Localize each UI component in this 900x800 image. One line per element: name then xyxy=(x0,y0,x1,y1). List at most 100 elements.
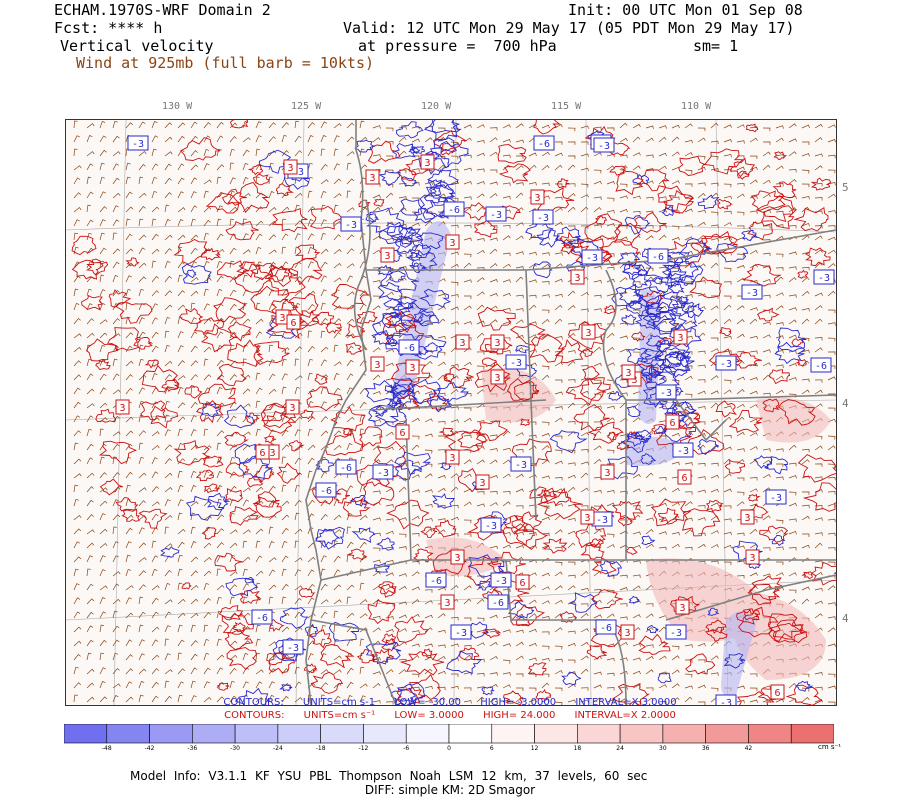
contour-line xyxy=(388,312,421,333)
contour-line xyxy=(697,194,720,210)
wind-barb xyxy=(593,489,602,494)
wind-barb xyxy=(489,697,498,703)
wind-barb xyxy=(723,379,732,384)
wind-barb xyxy=(489,545,498,550)
wind-barb xyxy=(463,167,472,172)
wind-barb xyxy=(73,666,79,675)
wind-barb xyxy=(190,247,198,255)
wind-barb xyxy=(658,234,667,241)
wind-barb xyxy=(229,218,234,227)
contour-line xyxy=(481,628,502,639)
wind-barb xyxy=(814,445,823,451)
wind-barb xyxy=(398,517,407,521)
wind-barb xyxy=(593,336,602,340)
contour-line xyxy=(310,671,344,694)
contour-line xyxy=(227,181,270,214)
wind-barb xyxy=(516,687,524,692)
wind-barb xyxy=(645,644,654,648)
contour-line xyxy=(742,263,782,287)
wind-barb xyxy=(73,206,82,213)
wind-barb xyxy=(541,319,550,325)
contour-line xyxy=(611,500,644,520)
wind-barb xyxy=(827,351,836,355)
contour-line xyxy=(227,321,252,342)
wind-barb xyxy=(541,348,550,353)
wind-barb xyxy=(216,638,222,647)
contour-line xyxy=(536,487,583,520)
colorbar-swatch xyxy=(790,724,834,744)
wind-barb xyxy=(125,122,134,129)
wind-barb xyxy=(385,446,394,451)
wind-barb xyxy=(749,528,758,535)
wind-barb xyxy=(307,261,314,269)
wind-barb xyxy=(151,290,160,297)
contour-line xyxy=(663,420,697,443)
wind-barb xyxy=(788,225,797,229)
wind-barb xyxy=(151,206,160,213)
wind-barb xyxy=(541,516,550,521)
wind-barb xyxy=(99,289,106,297)
contour-line xyxy=(750,190,786,212)
wind-barb xyxy=(242,162,249,171)
wind-barb xyxy=(333,249,342,255)
wind-barb xyxy=(697,405,706,410)
wind-barb xyxy=(229,571,238,577)
wind-barb xyxy=(138,694,144,703)
wind-barb xyxy=(242,694,249,703)
wind-barb xyxy=(515,308,524,312)
wind-barb xyxy=(476,403,485,409)
wind-barb xyxy=(255,400,261,409)
contour-line xyxy=(718,326,732,337)
contour-line xyxy=(737,691,775,705)
wind-barb xyxy=(451,673,459,678)
wind-barb xyxy=(489,237,498,241)
wind-barb xyxy=(541,445,550,451)
wind-barb xyxy=(73,682,82,689)
wind-barb xyxy=(294,557,303,563)
wind-barb xyxy=(281,134,288,143)
contour-line xyxy=(431,493,455,509)
wind-barb xyxy=(125,162,131,171)
contour-line xyxy=(582,348,594,357)
wind-barb xyxy=(372,459,381,465)
contour-line xyxy=(810,177,832,191)
contour-line xyxy=(138,508,168,529)
wind-barb xyxy=(424,449,433,454)
contour-line xyxy=(514,345,531,354)
wind-barb xyxy=(320,121,328,129)
wind-barb xyxy=(203,374,212,381)
wind-barb xyxy=(372,206,381,213)
positive-contours xyxy=(71,120,836,705)
wind-barb xyxy=(463,305,472,311)
wind-barb xyxy=(190,277,199,283)
wind-barb xyxy=(229,303,237,311)
wind-barb xyxy=(424,685,433,690)
wind-barb xyxy=(281,444,290,451)
wind-barb xyxy=(502,279,511,283)
wind-barb xyxy=(697,221,706,227)
wind-barb xyxy=(827,445,836,451)
wind-barb xyxy=(125,176,131,185)
contour-line xyxy=(603,305,617,315)
wind-barb xyxy=(359,136,368,143)
wind-barb xyxy=(73,302,80,311)
negative-contour-label: -6 xyxy=(315,482,337,498)
wind-barb xyxy=(411,168,420,172)
wind-barb xyxy=(99,149,107,157)
wind-barb xyxy=(710,348,719,353)
wind-barb xyxy=(827,236,836,241)
wind-barb xyxy=(398,486,407,493)
wind-barb xyxy=(801,448,810,453)
wind-barb xyxy=(255,233,263,241)
wind-barb xyxy=(801,183,810,188)
negative-contour-label: -3 xyxy=(485,206,507,222)
wind-barb xyxy=(73,165,82,171)
wind-barb xyxy=(229,206,238,213)
contour-line xyxy=(434,519,457,538)
wind-barb xyxy=(801,687,810,692)
contour-line xyxy=(625,296,654,318)
wind-barb xyxy=(736,333,745,339)
wind-barb xyxy=(645,669,654,675)
wind-barb xyxy=(112,318,121,325)
wind-barb xyxy=(320,568,326,577)
